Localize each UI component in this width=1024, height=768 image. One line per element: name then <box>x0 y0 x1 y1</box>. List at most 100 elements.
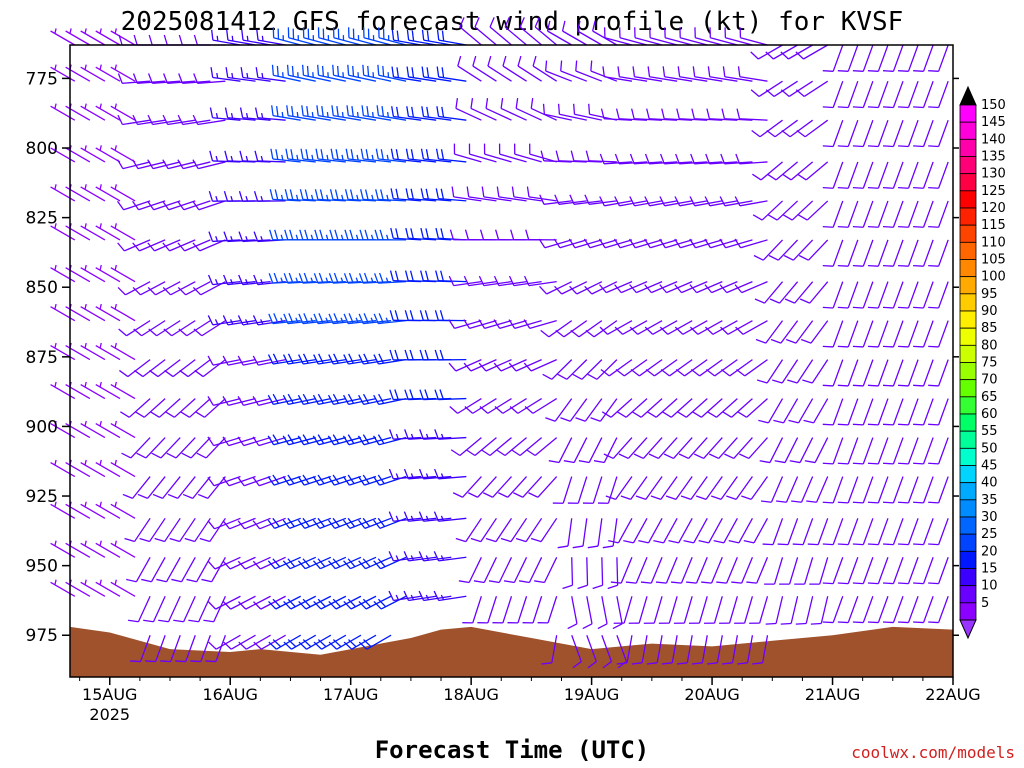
wind-barb <box>612 596 623 630</box>
wind-barb <box>286 105 316 121</box>
wind-barb <box>498 143 527 163</box>
wind-barb <box>139 517 166 543</box>
wind-barb <box>792 518 814 546</box>
wind-barb <box>327 474 362 486</box>
wind-barb <box>822 596 844 624</box>
x-tick-label: 16AUG <box>203 685 258 704</box>
wind-barb <box>192 200 226 211</box>
wind-barb <box>705 153 738 165</box>
wind-barb <box>592 557 604 590</box>
wind-barb <box>110 264 136 283</box>
wind-barb <box>751 161 783 181</box>
wind-barb <box>193 73 226 84</box>
wind-barb <box>567 476 588 504</box>
wind-barb <box>435 148 467 163</box>
wind-barb <box>628 596 648 624</box>
wind-barb <box>329 189 361 202</box>
wind-barb <box>405 227 437 241</box>
wind-barb <box>302 27 331 46</box>
colorbar-label: 20 <box>981 544 998 559</box>
wind-barb <box>898 437 919 465</box>
wind-barb <box>688 596 708 624</box>
wind-barb <box>663 437 693 460</box>
wind-barb <box>110 381 136 400</box>
wind-barb <box>913 596 934 624</box>
wind-barb <box>635 476 663 500</box>
wind-barb <box>143 595 166 623</box>
wind-barb <box>122 476 151 499</box>
wind-barb <box>751 119 783 138</box>
speed-colorbar: 1501451401351301251201151101051009590858… <box>959 85 1006 640</box>
wind-barb <box>809 557 829 585</box>
wind-barb <box>267 474 301 486</box>
colorbar-label: 125 <box>981 184 1006 199</box>
wind-barb <box>120 398 151 418</box>
wind-barb <box>297 556 332 570</box>
wind-barb <box>458 556 482 584</box>
wind-barb <box>734 238 768 249</box>
wind-barb <box>434 389 467 401</box>
plot-area <box>50 17 954 678</box>
wind-barb <box>50 145 76 163</box>
wind-barb <box>467 476 497 498</box>
wind-barb <box>867 44 889 72</box>
wind-barb <box>807 518 829 546</box>
wind-barb <box>504 17 527 46</box>
wind-barb <box>705 359 738 377</box>
wind-barb <box>796 119 829 138</box>
wind-barb <box>238 634 271 650</box>
wind-barb <box>95 223 121 241</box>
wind-barb <box>513 143 542 163</box>
wind-barb <box>80 540 106 558</box>
wind-barb <box>480 437 512 457</box>
x-tick-label: 19AUG <box>564 685 619 704</box>
wind-barb <box>470 517 497 543</box>
colorbar-label: 120 <box>981 201 1006 216</box>
wind-barb <box>587 359 618 380</box>
wind-barb <box>237 436 271 447</box>
wind-barb <box>605 476 633 500</box>
wind-barb <box>691 108 723 121</box>
wind-barb <box>316 105 346 121</box>
wind-barb <box>777 518 799 546</box>
y-tick-label: 900 <box>26 417 58 437</box>
wind-barb <box>913 398 934 426</box>
wind-barb <box>358 634 392 650</box>
wind-barb <box>737 398 768 418</box>
wind-barb <box>493 359 527 372</box>
wind-barb <box>343 556 377 570</box>
wind-barb <box>571 635 582 669</box>
wind-barb <box>661 635 678 665</box>
wind-barb <box>362 64 392 82</box>
wind-barb <box>615 108 648 121</box>
wind-barb <box>271 105 301 121</box>
wind-barb <box>674 281 708 294</box>
wind-barb <box>222 475 256 487</box>
wind-barb <box>404 429 437 440</box>
wind-barb <box>867 476 889 504</box>
wind-barb <box>119 359 151 378</box>
wind-barb <box>283 634 317 650</box>
wind-barb <box>625 557 648 584</box>
wind-barb <box>661 108 693 121</box>
wind-barb <box>671 557 693 584</box>
wind-barb <box>852 320 874 348</box>
colorbar-swatch <box>959 241 977 260</box>
wind-barb <box>530 98 557 121</box>
wind-barb <box>50 103 76 121</box>
wind-barb <box>197 476 226 499</box>
wind-barb <box>80 223 106 241</box>
wind-barb <box>734 281 768 294</box>
wind-barb <box>623 517 648 544</box>
wind-barb <box>178 320 211 337</box>
wind-barb <box>298 595 332 610</box>
wind-barb <box>852 161 874 189</box>
wind-barb <box>582 596 593 630</box>
wind-barb <box>134 359 166 378</box>
wind-barb <box>222 517 256 530</box>
wind-barb <box>50 501 76 519</box>
wind-barb <box>498 476 528 498</box>
wind-barb <box>753 239 784 261</box>
wind-barb <box>347 64 377 82</box>
wind-barb <box>653 517 678 544</box>
